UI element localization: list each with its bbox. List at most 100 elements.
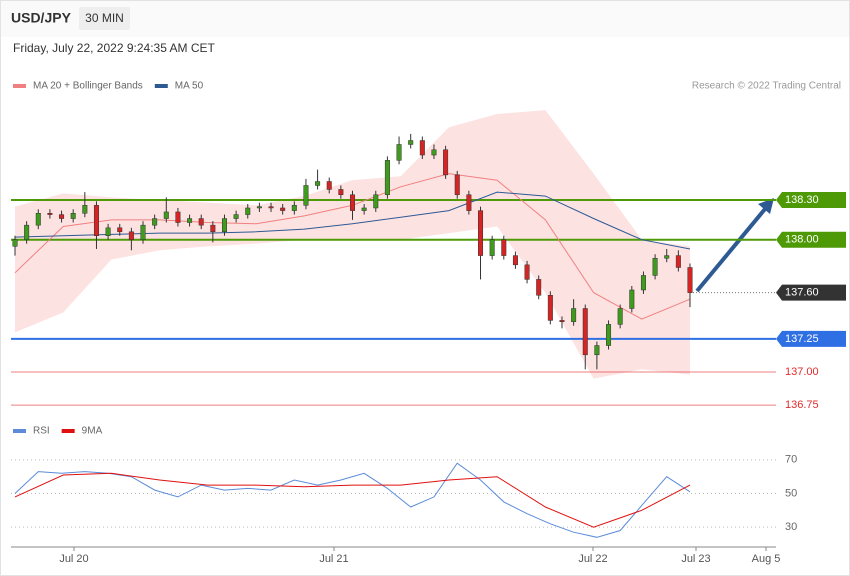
candle-body — [175, 211, 181, 223]
level-label: 136.75 — [785, 399, 819, 411]
level-label: 138.30 — [785, 194, 819, 206]
candle-body — [361, 207, 367, 211]
candle-body — [501, 239, 507, 256]
candle-body — [478, 210, 484, 256]
candle-body — [652, 257, 658, 276]
legend-swatch — [13, 84, 26, 88]
candle-body — [221, 218, 227, 233]
header-bar — [1, 1, 849, 37]
candle-body — [408, 140, 414, 145]
candle-body — [70, 213, 76, 219]
credit: Research © 2022 Trading Central — [692, 81, 841, 92]
candle-body — [512, 255, 518, 266]
candle-body — [47, 213, 53, 215]
candle-body — [454, 174, 460, 195]
candle-body — [152, 218, 158, 226]
candle-body — [571, 308, 577, 322]
x-tick-label: Jul 23 — [681, 553, 710, 565]
symbol: USD/JPY — [11, 10, 72, 26]
level-label: 137.25 — [785, 333, 819, 345]
x-tick-label: Jul 20 — [59, 553, 88, 565]
rsi-line — [14, 462, 691, 538]
x-tick-label: Aug 5 — [752, 553, 781, 565]
candle-body — [59, 214, 65, 219]
candle-body — [245, 207, 251, 215]
candle-body — [396, 144, 402, 161]
candle-body — [384, 160, 390, 195]
legend-label: RSI — [33, 426, 50, 437]
timestamp: Friday, July 22, 2022 9:24:35 AM CET — [13, 41, 216, 55]
candle-body — [256, 206, 262, 209]
candle-body — [326, 181, 332, 190]
candle-body — [582, 308, 588, 356]
level-tag — [776, 231, 846, 248]
candle-body — [35, 213, 41, 226]
level-tag — [776, 330, 846, 347]
candle-body — [187, 218, 193, 223]
candle-body — [559, 320, 565, 322]
candle-body — [12, 239, 18, 247]
candle-body — [547, 295, 553, 321]
candle-body — [640, 275, 646, 291]
candle-body — [338, 189, 344, 195]
forecast-arrow — [695, 201, 772, 293]
candle-body — [536, 279, 542, 296]
candle-body — [594, 345, 600, 356]
timeframe-box[interactable] — [79, 7, 130, 30]
candle-body — [117, 227, 123, 233]
legend-swatch — [13, 429, 26, 433]
x-tick-label: Jul 22 — [578, 553, 607, 565]
y-tick-label: 30 — [785, 521, 797, 533]
candle-body — [128, 231, 134, 240]
candle-body — [198, 218, 204, 226]
rsi-line — [14, 472, 691, 528]
legend-swatch — [154, 84, 168, 88]
candle-body — [617, 308, 623, 325]
candle-body — [82, 205, 88, 214]
candle-body — [687, 267, 693, 293]
legend-label: MA 20 + Bollinger Bands — [33, 81, 143, 92]
candle-body — [210, 224, 216, 233]
ma-line — [14, 191, 691, 250]
candle-body — [664, 255, 670, 259]
candle-body — [291, 205, 297, 211]
candle-body — [675, 255, 681, 268]
candle-body — [280, 207, 286, 211]
bollinger-band — [15, 110, 690, 379]
level-label: 138.00 — [785, 234, 819, 246]
candle-body — [606, 324, 612, 346]
candle-body — [373, 194, 379, 209]
candle-body — [489, 239, 495, 256]
candle-body — [419, 140, 425, 156]
y-tick-label: 50 — [785, 487, 797, 499]
candle-body — [24, 224, 30, 240]
legend-swatch — [61, 429, 75, 433]
level-tag — [776, 192, 846, 209]
level-label: 137.00 — [785, 366, 819, 378]
candle-body — [163, 211, 169, 219]
candle-body — [140, 224, 146, 240]
legend-label: MA 50 — [175, 81, 204, 92]
timeframe[interactable]: 30 MIN — [85, 11, 124, 25]
candle-body — [443, 149, 449, 176]
candle-body — [268, 206, 274, 209]
candle-body — [431, 149, 437, 156]
level-label: 137.60 — [785, 287, 819, 299]
x-tick-label: Jul 21 — [319, 553, 348, 565]
candle-body — [315, 181, 321, 186]
candle-body — [350, 194, 355, 211]
level-tag — [776, 284, 846, 301]
candle-body — [105, 227, 111, 236]
y-tick-label: 70 — [785, 454, 797, 466]
candle-body — [524, 264, 530, 280]
candle-body — [233, 214, 239, 219]
candle-body — [466, 194, 472, 211]
forecast-arrow-head — [758, 198, 774, 214]
candle-body — [303, 185, 309, 206]
candle-body — [93, 205, 99, 236]
legend-label: 9MA — [82, 426, 103, 437]
candle-body — [629, 289, 635, 309]
